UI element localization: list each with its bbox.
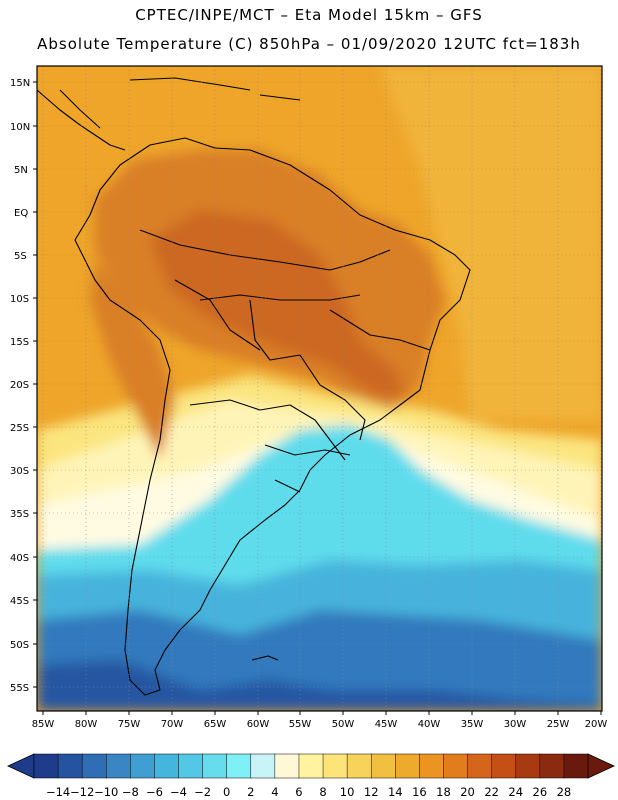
colorbar-label: −10 (94, 785, 118, 799)
colorbar-swatch (443, 753, 469, 779)
map-subtitle: Absolute Temperature (C) 850hPa – 01/09/… (37, 35, 581, 53)
colorbar-swatch (178, 753, 204, 779)
lat-label: 45S (10, 596, 29, 607)
colorbar-swatch (33, 753, 59, 779)
lat-label: 55S (10, 683, 29, 694)
colorbar-swatch (539, 753, 565, 779)
lon-label: 20W (585, 719, 608, 730)
colorbar-swatch (274, 753, 300, 779)
lat-label: 20S (10, 380, 29, 391)
colorbar-arrow-right (587, 753, 615, 779)
colorbar-label: −4 (170, 785, 187, 799)
lat-label: 10N (10, 122, 30, 133)
lon-label: 85W (32, 719, 55, 730)
lon-label: 80W (75, 719, 98, 730)
colorbar-labels: −14 −12 −10 −8 −6 −4 −2 0 2 4 6 8 10 12 14 16 18 20 22 24 26… (46, 785, 571, 799)
lon-label: 70W (161, 719, 184, 730)
lon-label: 25W (547, 719, 570, 730)
lon-label: 30W (504, 719, 527, 730)
lon-label: 55W (289, 719, 312, 730)
color-bar: −14 −12 −10 −8 −6 −4 −2 0 2 4 6 8 10 12 14 16 18 20 22 24 26… (7, 753, 615, 799)
colorbar-swatch (322, 753, 348, 779)
lon-label: 50W (332, 719, 355, 730)
colorbar-swatch (563, 753, 589, 779)
colorbar-swatch (491, 753, 517, 779)
lat-label: 50S (10, 640, 29, 651)
colorbar-swatch (106, 753, 132, 779)
colorbar-label: 8 (319, 785, 326, 799)
colorbar-swatch (81, 753, 107, 779)
colorbar-swatch (515, 753, 541, 779)
colorbar-label: 28 (557, 785, 572, 799)
colorbar-arrow-left (7, 753, 35, 779)
colorbar-swatch (298, 753, 324, 779)
colorbar-label: 22 (484, 785, 499, 799)
coastlines (37, 77, 471, 696)
colorbar-label: 14 (388, 785, 403, 799)
colorbar-swatch (250, 753, 276, 779)
colorbar-label: 20 (460, 785, 475, 799)
colorbar-swatches (33, 753, 589, 779)
lat-label: 10S (10, 294, 29, 305)
temperature-field (37, 66, 602, 711)
colorbar-swatch (202, 753, 228, 779)
colorbar-label: 6 (295, 785, 302, 799)
lat-label: 5N (14, 165, 28, 176)
colorbar-swatch (130, 753, 156, 779)
colorbar-label: 2 (247, 785, 254, 799)
colorbar-swatch (467, 753, 493, 779)
colorbar-label: 26 (533, 785, 548, 799)
colorbar-label: 0 (223, 785, 230, 799)
colorbar-label: −2 (194, 785, 211, 799)
lon-label: 60W (247, 719, 270, 730)
colorbar-label: −14 (46, 785, 70, 799)
colorbar-swatch (419, 753, 445, 779)
map-title: CPTEC/INPE/MCT – Eta Model 15km – GFS (135, 6, 483, 24)
lat-label: 40S (10, 553, 29, 564)
colorbar-label: −12 (70, 785, 94, 799)
colorbar-swatch (370, 753, 396, 779)
colorbar-label: 10 (340, 785, 355, 799)
tick-marks (33, 81, 602, 715)
lon-label: 35W (461, 719, 484, 730)
colorbar-label: 12 (364, 785, 379, 799)
colorbar-swatch (395, 753, 421, 779)
colorbar-label: 16 (412, 785, 427, 799)
colorbar-label: 4 (271, 785, 278, 799)
colorbar-label: 24 (508, 785, 523, 799)
lat-label: EQ (14, 208, 28, 219)
lon-label: 45W (375, 719, 398, 730)
lat-label: 25S (10, 423, 29, 434)
lat-label: 15S (10, 337, 29, 348)
longitude-labels: 85W 80W 75W 70W 65W 60W 55W 50W 45W 40W … (32, 719, 608, 730)
lat-label: 15N (10, 78, 30, 89)
latitude-labels: 15N 10N 5N EQ 5S 10S 15S 20S 25S 30S 35S… (10, 78, 30, 694)
colorbar-swatch (154, 753, 180, 779)
map-frame (36, 65, 603, 712)
colorbar-label: 18 (436, 785, 451, 799)
colorbar-label: −8 (122, 785, 139, 799)
colorbar-swatch (226, 753, 252, 779)
lat-label: 30S (10, 466, 29, 477)
lon-label: 75W (118, 719, 141, 730)
colorbar-swatch (346, 753, 372, 779)
colorbar-swatch (57, 753, 83, 779)
colorbar-label: −6 (146, 785, 163, 799)
lat-label: 5S (14, 251, 27, 262)
lat-label: 35S (10, 509, 29, 520)
lon-label: 40W (418, 719, 441, 730)
lon-label: 65W (204, 719, 227, 730)
